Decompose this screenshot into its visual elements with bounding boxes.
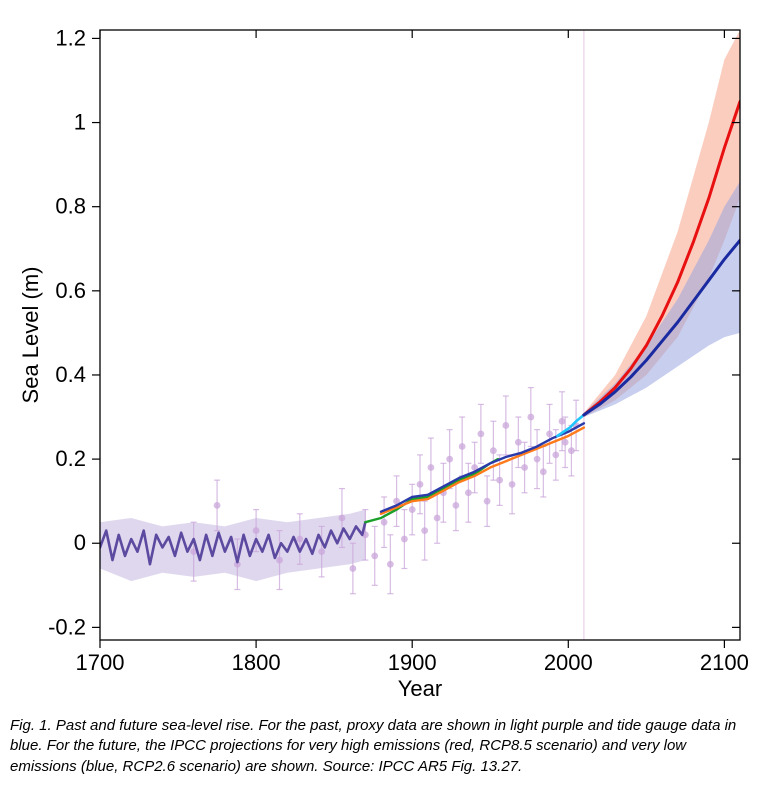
figure-container: 1700 1800 1900 2000 2100 -0.2 0 0.2 0.4 0.6 0.8 1 1.…	[10, 10, 756, 710]
svg-text:-0.2: -0.2	[48, 614, 86, 639]
svg-text:1900: 1900	[388, 650, 437, 675]
svg-text:0.2: 0.2	[55, 446, 86, 471]
svg-text:0.6: 0.6	[55, 278, 86, 303]
svg-text:Year: Year	[398, 676, 442, 701]
svg-text:1800: 1800	[232, 650, 281, 675]
svg-text:1700: 1700	[76, 650, 125, 675]
svg-text:2100: 2100	[700, 650, 749, 675]
svg-text:Sea Level (m): Sea Level (m)	[18, 267, 43, 404]
svg-text:0.4: 0.4	[55, 362, 86, 387]
sea-level-chart: 1700 1800 1900 2000 2100 -0.2 0 0.2 0.4 0.6 0.8 1 1.…	[10, 10, 756, 710]
svg-text:1: 1	[74, 110, 86, 135]
svg-text:1.2: 1.2	[55, 25, 86, 50]
svg-text:0: 0	[74, 530, 86, 555]
svg-text:2000: 2000	[544, 650, 593, 675]
figure-caption: Fig. 1. Past and future sea-level rise. …	[10, 716, 756, 777]
svg-text:0.8: 0.8	[55, 194, 86, 219]
